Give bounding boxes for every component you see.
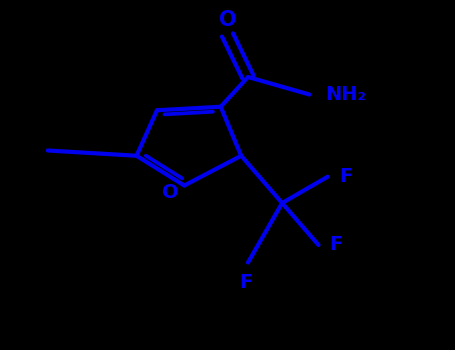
Text: F: F bbox=[339, 167, 352, 186]
Text: NH₂: NH₂ bbox=[325, 85, 366, 104]
Text: F: F bbox=[329, 236, 342, 254]
Text: O: O bbox=[219, 10, 236, 30]
Text: F: F bbox=[239, 273, 253, 292]
Text: O: O bbox=[162, 183, 179, 202]
